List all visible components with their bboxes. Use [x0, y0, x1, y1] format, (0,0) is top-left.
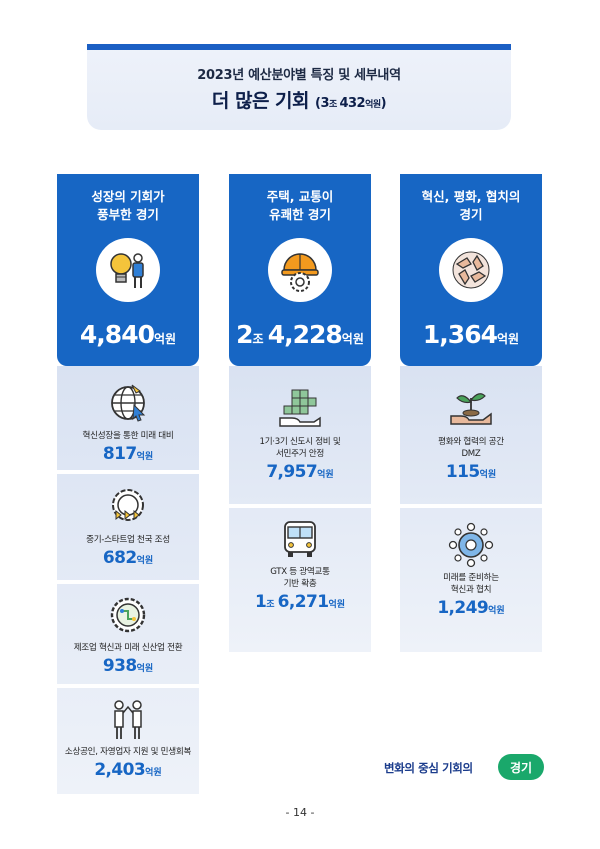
list-item: 미래를 준비하는 혁신과 협치 1,249억원 [400, 522, 542, 618]
header-total-amount: (3조 432억원) [315, 96, 387, 111]
footer-slogan: 변화의 중심 기회의 [384, 761, 473, 775]
joined-hands-icon [439, 238, 503, 302]
divider [57, 684, 199, 688]
list-item: 제조업 혁신과 미래 신산업 전환 938억원 [57, 592, 199, 676]
item-label: 미래를 준비하는 혁신과 협치 [443, 573, 499, 595]
item-amount: 115억원 [445, 462, 497, 482]
header-title: 더 많은 기회 (3조 432억원) [87, 86, 511, 113]
column-title: 주택, 교통이 유쾌한 경기 [266, 189, 334, 222]
item-label: 중기-스타트업 천국 조성 [86, 535, 170, 545]
header-accent-bar [87, 44, 511, 50]
gear-circuit-icon [103, 592, 153, 638]
list-item: 중기-스타트업 천국 조성 682억원 [57, 484, 199, 568]
list-item: 1기·3기 신도시 정비 및 서민주거 안정 7,957억원 [229, 386, 371, 482]
item-label: 소상공인, 자영업자 지원 및 민생회복 [64, 747, 192, 757]
gyeonggi-logo: 경기 [498, 754, 544, 780]
item-amount: 817억원 [102, 444, 154, 464]
list-item: 평화와 협력의 공간 DMZ 115억원 [400, 386, 542, 482]
column-amount: 4,840억원 [79, 320, 177, 349]
globe-cursor-icon [103, 380, 153, 426]
divider [400, 504, 542, 508]
divider [57, 470, 199, 474]
lightbulb-person-icon [96, 238, 160, 302]
column-title: 혁신, 평화, 협치의 경기 [421, 189, 521, 222]
item-amount: 682억원 [102, 548, 154, 568]
item-label: 혁신성장을 통한 미래 대비 [82, 431, 174, 441]
item-label: 평화와 협력의 공간 DMZ [438, 437, 504, 459]
item-label: 제조업 혁신과 미래 신산업 전환 [73, 643, 183, 653]
header-title-text: 더 많은 기회 [211, 90, 310, 112]
column-header: 주택, 교통이 유쾌한 경기 2조 4,228억원 [229, 174, 371, 366]
item-amount: 1,249억원 [437, 598, 505, 618]
item-amount: 2,403억원 [94, 760, 162, 780]
people-handshake-icon [103, 696, 153, 742]
bus-icon [275, 516, 325, 562]
item-amount: 938억원 [102, 656, 154, 676]
divider [57, 580, 199, 584]
column-header: 성장의 기회가 풍부한 경기 4,840억원 [57, 174, 199, 366]
item-label: 1기·3기 신도시 정비 및 서민주거 안정 [259, 437, 341, 459]
column-title: 성장의 기회가 풍부한 경기 [91, 189, 165, 222]
logo-text: 경기 [509, 760, 533, 775]
item-amount: 1조 6,271억원 [255, 592, 345, 612]
header-banner [87, 44, 511, 130]
hand-sprout-icon [446, 386, 496, 432]
hand-buildings-icon [275, 386, 325, 432]
page-number: - 14 - [285, 806, 315, 819]
column-growth: 성장의 기회가 풍부한 경기 4,840억원 [57, 174, 199, 794]
column-amount: 1,364억원 [422, 320, 520, 349]
item-amount: 7,957억원 [266, 462, 334, 482]
column-innovation-peace: 혁신, 평화, 협치의 경기 1,364억원 평화와 협력의 공간 DMZ 11… [400, 174, 542, 652]
network-people-icon [446, 522, 496, 568]
header-subtitle: 2023년 예산분야별 특징 및 세부내역 [197, 68, 401, 83]
column-header: 혁신, 평화, 협치의 경기 1,364억원 [400, 174, 542, 366]
divider [229, 504, 371, 508]
list-item: 혁신성장을 통한 미래 대비 817억원 [57, 380, 199, 464]
gear-arrows-icon [103, 484, 153, 530]
column-housing-transport: 주택, 교통이 유쾌한 경기 2조 4,228억원 [229, 174, 371, 652]
column-amount: 2조 4,228억원 [236, 320, 364, 349]
list-item: 소상공인, 자영업자 지원 및 민생회복 2,403억원 [57, 696, 199, 780]
item-label: GTX 등 광역교통 기반 확충 [270, 567, 330, 589]
hardhat-gear-icon [268, 238, 332, 302]
list-item: GTX 등 광역교통 기반 확충 1조 6,271억원 [229, 516, 371, 612]
